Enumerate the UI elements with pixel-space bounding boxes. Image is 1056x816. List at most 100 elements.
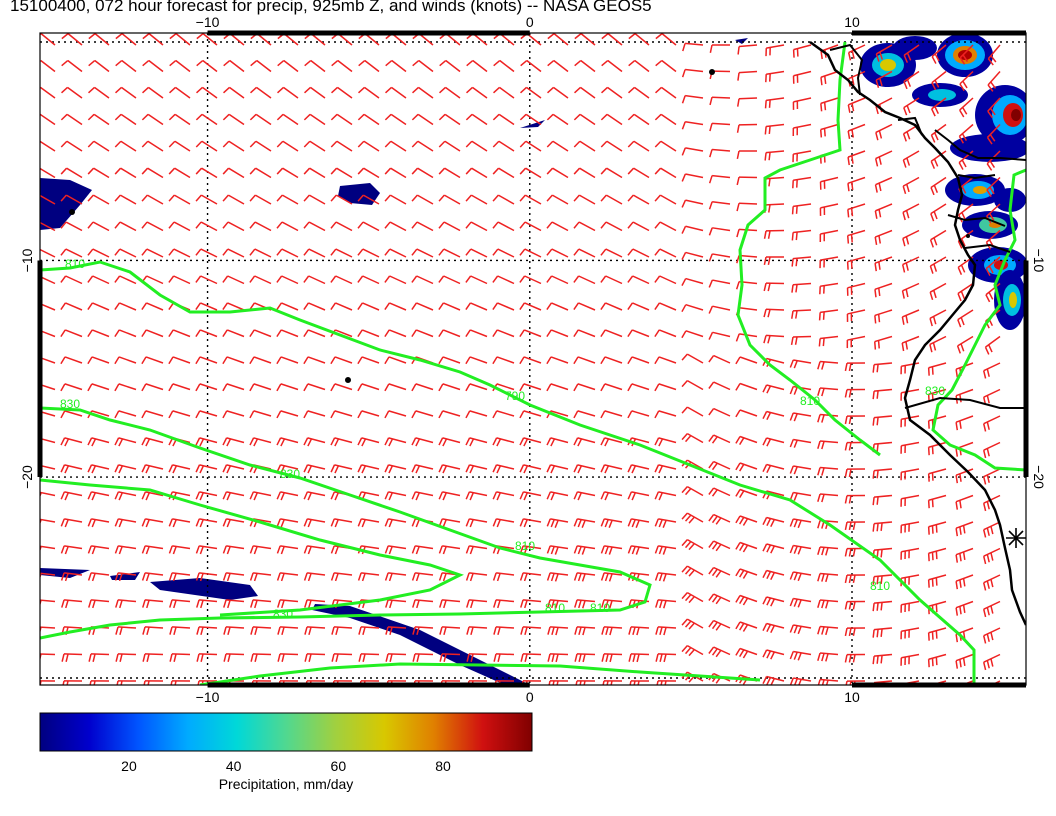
wind-barb	[141, 491, 164, 501]
wind-barb	[303, 275, 326, 285]
wind-barb	[762, 569, 785, 580]
wind-barb	[276, 248, 299, 258]
wind-barb	[818, 309, 839, 321]
wind-barb	[330, 113, 353, 126]
wind-barb	[222, 302, 245, 311]
wind-barb	[846, 229, 866, 244]
wind-barb	[789, 491, 812, 501]
wind-barb	[627, 410, 650, 419]
wind-barb	[249, 248, 272, 258]
wind-barb	[982, 600, 1001, 618]
wind-barb	[331, 59, 353, 73]
lon-tick-label-bottom: 0	[526, 689, 534, 705]
wind-barb	[384, 113, 407, 126]
wind-barb	[40, 275, 56, 285]
wind-barb	[546, 383, 569, 392]
wind-barb	[60, 302, 83, 311]
wind-barb	[87, 113, 110, 126]
wind-barb	[195, 329, 218, 338]
wind-barb	[222, 518, 245, 528]
wind-barb	[195, 545, 218, 555]
wind-barb	[196, 59, 218, 73]
wind-barb	[903, 44, 920, 63]
wind-barb	[303, 140, 326, 152]
wind-barb	[412, 86, 434, 99]
wind-barb	[902, 229, 920, 247]
wind-barb	[708, 593, 731, 605]
wind-barb	[196, 86, 218, 99]
contour-label: 810	[65, 257, 85, 271]
wind-barb	[927, 574, 947, 588]
wind-barb	[573, 410, 596, 419]
wind-barb	[573, 329, 596, 338]
wind-barb	[573, 545, 596, 555]
wind-barb	[195, 437, 218, 447]
wind-barb	[519, 194, 542, 205]
wind-barb	[222, 194, 245, 205]
colorbar-gradient	[39, 712, 533, 752]
wind-barb	[250, 86, 272, 99]
wind-barb	[927, 547, 947, 562]
wind-barb	[330, 140, 353, 152]
wind-barb	[736, 176, 758, 186]
wind-barb	[844, 600, 866, 610]
wind-barb	[681, 353, 704, 364]
wind-barb	[681, 303, 704, 313]
colorbar-tick-label: 40	[225, 758, 242, 774]
wind-barb	[655, 33, 677, 46]
wind-barb	[465, 491, 488, 501]
wind-barb	[465, 275, 488, 285]
wind-barb	[874, 309, 893, 324]
wind-barb	[654, 410, 677, 419]
wind-barb	[601, 626, 623, 636]
wind-barb	[195, 248, 218, 258]
wind-barb	[331, 653, 353, 662]
wind-barb	[438, 221, 461, 232]
wind-barb	[114, 383, 137, 392]
wind-barb	[439, 626, 461, 636]
wind-barb	[88, 33, 110, 46]
wind-barb	[358, 59, 380, 73]
wind-barb	[735, 621, 758, 632]
wind-barb	[681, 277, 704, 286]
wind-barb	[87, 167, 110, 179]
wind-barb	[168, 113, 191, 126]
wind-barb	[114, 275, 137, 285]
wind-barb	[930, 203, 947, 222]
wind-barb	[87, 302, 110, 311]
contour-label: 810	[545, 601, 565, 615]
wind-barb	[411, 437, 434, 447]
wind-barb	[88, 86, 110, 99]
wind-barb	[573, 248, 596, 258]
wind-barb	[249, 356, 272, 365]
wind-barb	[493, 599, 515, 609]
wind-barb	[929, 309, 947, 327]
wind-barb	[411, 491, 434, 501]
wind-barb	[708, 227, 731, 236]
height-contour	[40, 260, 976, 685]
wind-barb	[817, 360, 839, 370]
wind-barb	[465, 410, 488, 419]
wind-barb	[276, 113, 299, 126]
wind-barb	[411, 140, 434, 152]
wind-barb	[411, 410, 434, 419]
wind-barb	[982, 415, 1001, 432]
wind-barb	[655, 653, 677, 663]
wind-barb	[115, 59, 137, 73]
wind-barb	[927, 415, 947, 429]
wind-barb	[546, 194, 569, 205]
wind-barb	[411, 194, 434, 205]
wind-barb	[114, 437, 137, 447]
wind-barb	[60, 329, 83, 338]
wind-barb	[681, 379, 704, 391]
wind-barb	[959, 97, 974, 118]
wind-barb	[847, 176, 866, 192]
lat-tick-label-left: −10	[19, 248, 35, 272]
wind-barb	[384, 194, 407, 205]
wind-barb	[114, 113, 137, 126]
wind-barb	[574, 653, 596, 663]
wind-barb	[384, 275, 407, 285]
wind-barb	[982, 653, 1001, 671]
wind-barb	[276, 302, 299, 311]
